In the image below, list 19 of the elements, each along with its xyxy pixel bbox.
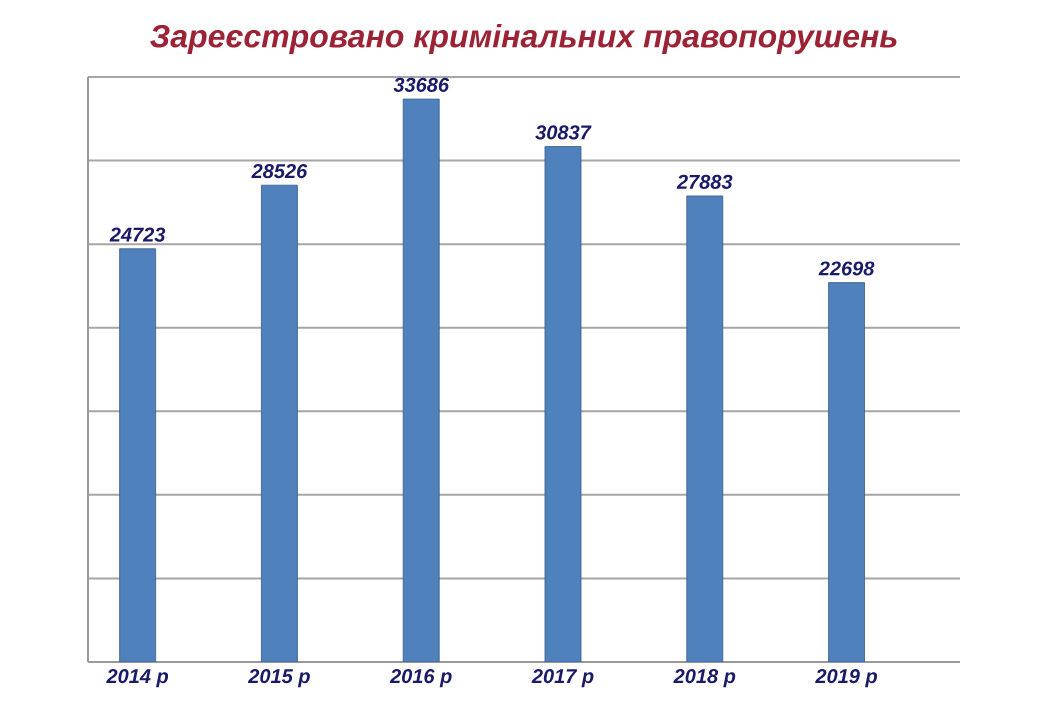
data-label: 28526 (251, 163, 308, 179)
bar (686, 195, 724, 662)
data-label: 27883 (676, 174, 733, 189)
x-tick-label: 2019 р (815, 669, 878, 688)
data-label: 22698 (818, 261, 875, 276)
bar (119, 248, 157, 662)
x-tick-label: 2015 р (247, 669, 310, 688)
chart-title: Зареєстровано кримінальних правопорушень (150, 24, 897, 54)
x-tick-label: 2017 р (531, 669, 594, 688)
x-tick-label: 2016 р (389, 669, 452, 688)
bar (828, 282, 865, 662)
bar (261, 184, 298, 662)
x-tick-label: 2014 р (106, 669, 169, 688)
bar (544, 146, 582, 662)
x-tick-label: 2018 р (673, 669, 736, 688)
data-label: 30837 (535, 125, 592, 140)
data-label: 24723 (109, 227, 166, 242)
bar (402, 98, 440, 662)
data-label: 33686 (393, 77, 450, 92)
